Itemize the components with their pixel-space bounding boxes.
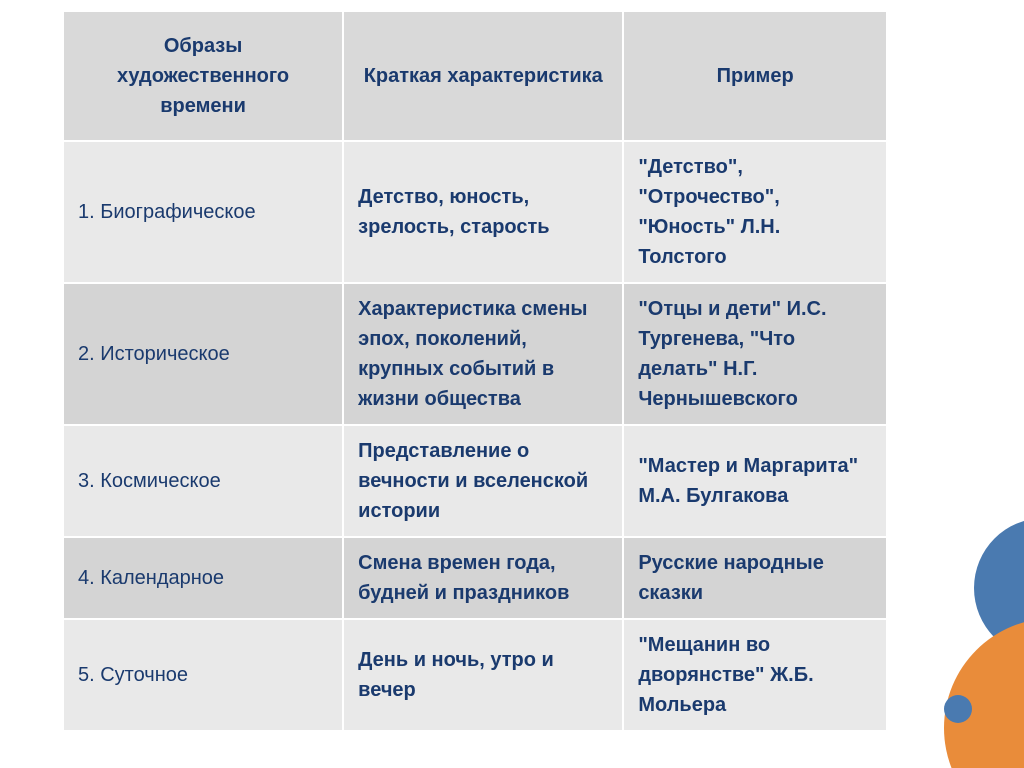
col-header-1: Образы художественного времени: [63, 11, 343, 141]
cell-type: 2. Историческое: [63, 283, 343, 425]
circle-orange-icon: [944, 618, 1024, 768]
cell-desc: Представление о вечности и вселенской ис…: [343, 425, 623, 537]
cell-example: "Мастер и Маргарита" М.А. Булгакова: [623, 425, 887, 537]
col-header-3: Пример: [623, 11, 887, 141]
cell-example: "Отцы и дети" И.С. Тургенева, "Что делат…: [623, 283, 887, 425]
table-row: 3. Космическое Представление о вечности …: [63, 425, 887, 537]
decorative-circles: [904, 518, 1024, 768]
circle-blue-small-icon: [944, 695, 972, 723]
cell-type: 1. Биографическое: [63, 141, 343, 283]
cell-type: 4. Календарное: [63, 537, 343, 619]
cell-desc: Характеристика смены эпох, поколений, кр…: [343, 283, 623, 425]
table-row: 2. Историческое Характеристика смены эпо…: [63, 283, 887, 425]
cell-desc: Детство, юность, зрелость, старость: [343, 141, 623, 283]
cell-desc: Смена времен года, будней и праздников: [343, 537, 623, 619]
cell-example: "Мещанин во дворянстве" Ж.Б. Мольера: [623, 619, 887, 731]
cell-type: 5. Суточное: [63, 619, 343, 731]
circle-blue-large-icon: [974, 518, 1024, 658]
table-row: 4. Календарное Смена времен года, будней…: [63, 537, 887, 619]
cell-type: 3. Космическое: [63, 425, 343, 537]
table: Образы художественного времени Краткая х…: [62, 10, 888, 732]
table-row: 5. Суточное День и ночь, утро и вечер "М…: [63, 619, 887, 731]
cell-desc: День и ночь, утро и вечер: [343, 619, 623, 731]
time-images-table: Образы художественного времени Краткая х…: [62, 10, 888, 732]
cell-example: Русские народные сказки: [623, 537, 887, 619]
cell-example: "Детство", "Отрочество", "Юность" Л.Н. Т…: [623, 141, 887, 283]
col-header-2: Краткая характеристика: [343, 11, 623, 141]
table-row: 1. Биографическое Детство, юность, зрело…: [63, 141, 887, 283]
table-header-row: Образы художественного времени Краткая х…: [63, 11, 887, 141]
